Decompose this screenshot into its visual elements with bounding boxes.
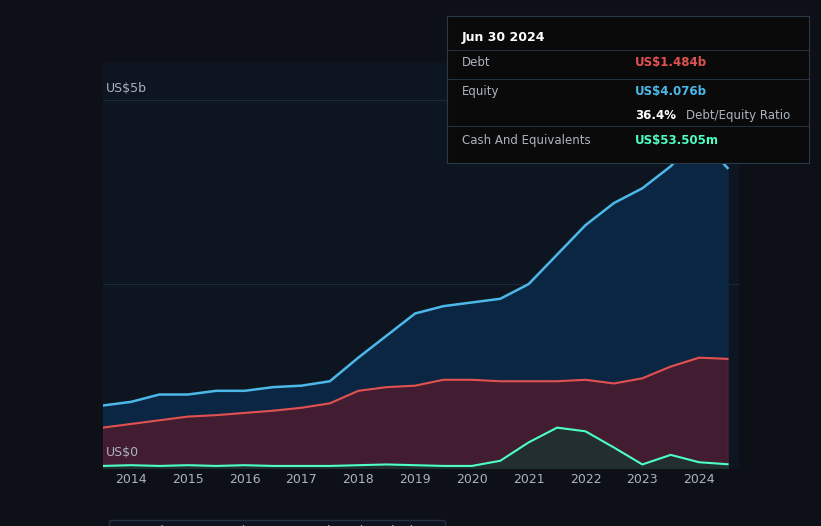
Text: Debt: Debt: [462, 56, 490, 68]
Text: Debt/Equity Ratio: Debt/Equity Ratio: [686, 108, 790, 122]
Text: US$1.484b: US$1.484b: [635, 56, 708, 68]
Text: US$53.505m: US$53.505m: [635, 134, 719, 147]
Text: Equity: Equity: [462, 85, 499, 98]
Text: US$5b: US$5b: [105, 82, 146, 95]
Text: Cash And Equivalents: Cash And Equivalents: [462, 134, 590, 147]
Legend: Debt, Equity, Cash And Equivalents: Debt, Equity, Cash And Equivalents: [109, 520, 445, 526]
Text: 36.4%: 36.4%: [635, 108, 677, 122]
Text: US$0: US$0: [105, 446, 139, 459]
Text: US$4.076b: US$4.076b: [635, 85, 707, 98]
Text: Jun 30 2024: Jun 30 2024: [462, 31, 545, 44]
